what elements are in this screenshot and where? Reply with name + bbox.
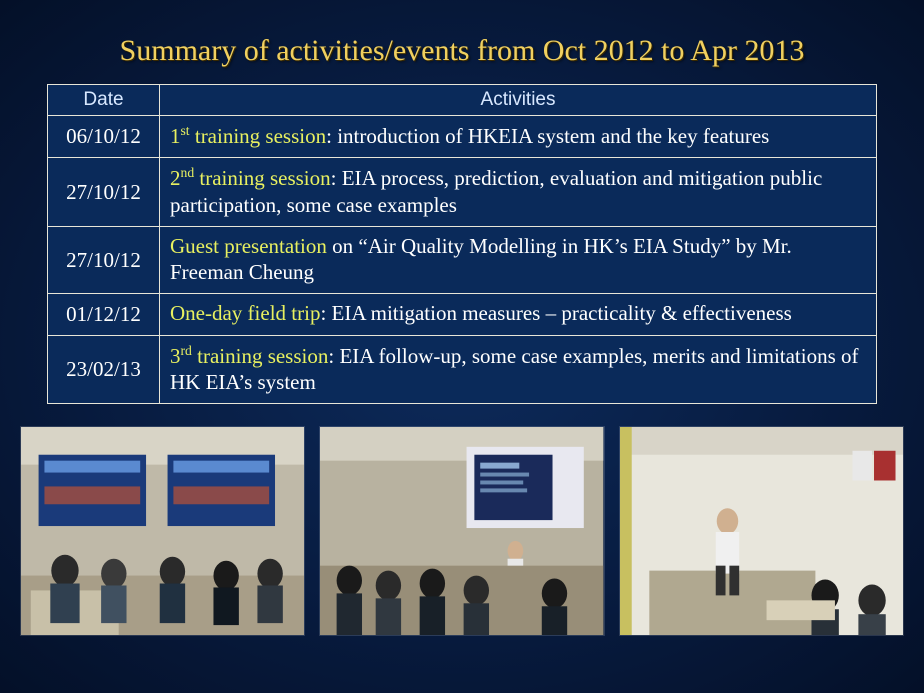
activity-cell: One-day field trip: EIA mitigation measu… — [160, 294, 877, 335]
activity-highlight: 3rd training session — [170, 344, 328, 368]
activities-table-wrap: Date Activities 06/10/121st training ses… — [47, 84, 877, 404]
activity-cell: Guest presentation on “Air Quality Model… — [160, 226, 877, 294]
photo-2 — [319, 426, 604, 636]
table-row: 01/12/12One-day field trip: EIA mitigati… — [48, 294, 877, 335]
date-cell: 27/10/12 — [48, 158, 160, 227]
activity-cell: 3rd training session: EIA follow-up, som… — [160, 335, 877, 404]
date-cell: 27/10/12 — [48, 226, 160, 294]
activity-highlight: One-day field trip — [170, 301, 320, 325]
activity-highlight: 2nd training session — [170, 166, 331, 190]
table-row: 06/10/121st training session: introducti… — [48, 116, 877, 158]
photo-3 — [619, 426, 904, 636]
activities-table: Date Activities 06/10/121st training ses… — [47, 84, 877, 404]
activity-cell: 1st training session: introduction of HK… — [160, 116, 877, 158]
header-activities: Activities — [160, 85, 877, 116]
table-row: 27/10/12Guest presentation on “Air Quali… — [48, 226, 877, 294]
table-row: 23/02/133rd training session: EIA follow… — [48, 335, 877, 404]
header-date: Date — [48, 85, 160, 116]
activity-highlight: 1st training session — [170, 124, 326, 148]
table-row: 27/10/122nd training session: EIA proces… — [48, 158, 877, 227]
slide-title: Summary of activities/events from Oct 20… — [0, 0, 924, 84]
activity-highlight: Guest presentation — [170, 234, 327, 258]
photo-row — [0, 404, 924, 636]
date-cell: 06/10/12 — [48, 116, 160, 158]
activity-rest: : introduction of HKEIA system and the k… — [326, 124, 769, 148]
date-cell: 23/02/13 — [48, 335, 160, 404]
activity-rest: : EIA mitigation measures – practicality… — [320, 301, 791, 325]
activity-cell: 2nd training session: EIA process, predi… — [160, 158, 877, 227]
photo-1 — [20, 426, 305, 636]
date-cell: 01/12/12 — [48, 294, 160, 335]
